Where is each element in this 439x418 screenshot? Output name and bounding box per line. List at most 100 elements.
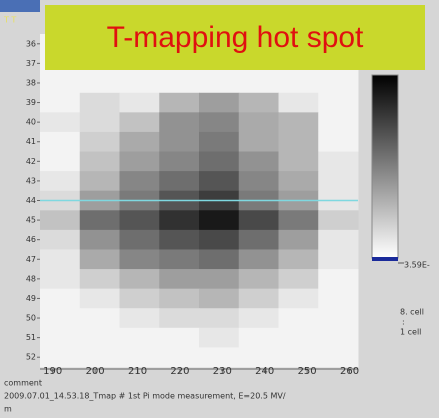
heat-cell — [80, 289, 120, 309]
colorbar-label: 1 cell — [400, 328, 421, 337]
heat-cell — [239, 93, 279, 113]
heat-cell — [279, 230, 319, 250]
heat-cell — [120, 308, 160, 328]
heat-cell — [318, 308, 358, 328]
y-tick-label: 39 — [26, 98, 36, 107]
heat-cell — [80, 152, 120, 172]
screenshot: T T 363738394041424344454647484950515219… — [0, 0, 439, 418]
heat-cell — [199, 93, 239, 113]
heat-cell — [199, 289, 239, 309]
comment-line: m — [4, 405, 12, 414]
heat-cell — [120, 132, 160, 152]
heat-cell — [279, 171, 319, 191]
heat-cell — [199, 269, 239, 289]
y-tick-label: 37 — [26, 59, 36, 68]
heat-cell — [40, 269, 80, 289]
heat-cell — [279, 73, 319, 93]
heat-cell — [318, 112, 358, 132]
heat-cell — [80, 210, 120, 230]
heat-cell — [120, 152, 160, 172]
heat-cell — [120, 112, 160, 132]
x-tick-label: 240 — [255, 366, 274, 377]
heat-cell — [159, 210, 199, 230]
y-tick-label: 43 — [26, 176, 36, 185]
heat-cell — [120, 328, 160, 348]
heat-cell — [159, 308, 199, 328]
x-tick-label: 230 — [213, 366, 232, 377]
heat-cell — [159, 152, 199, 172]
x-tick-label: 260 — [340, 366, 359, 377]
heat-cell — [318, 132, 358, 152]
heat-cell — [199, 249, 239, 269]
heat-cell — [199, 230, 239, 250]
heat-cell — [318, 328, 358, 348]
heat-cell — [80, 73, 120, 93]
heat-cell — [199, 328, 239, 348]
heat-cell — [80, 249, 120, 269]
heat-cell — [279, 132, 319, 152]
heat-cell — [120, 73, 160, 93]
heat-cell — [279, 328, 319, 348]
heat-cell — [279, 93, 319, 113]
comment-line: 2009.07.01_14.53.18_Tmap # 1st Pi mode m… — [4, 392, 286, 401]
x-tick-label: 250 — [298, 366, 317, 377]
heat-cell — [239, 112, 279, 132]
heat-cell — [120, 249, 160, 269]
y-tick-label: 44 — [26, 196, 36, 205]
heat-cell — [239, 308, 279, 328]
heat-cell — [80, 93, 120, 113]
heat-cell — [318, 210, 358, 230]
heat-cell — [40, 249, 80, 269]
corner-label: T T — [3, 16, 16, 25]
heat-cell — [80, 347, 120, 367]
heat-cell — [239, 289, 279, 309]
heat-cell — [239, 347, 279, 367]
heat-cell — [40, 347, 80, 367]
heat-cell — [40, 230, 80, 250]
heat-cell — [239, 73, 279, 93]
x-tick-label: 190 — [43, 366, 62, 377]
heat-cell — [318, 347, 358, 367]
heat-cell — [199, 112, 239, 132]
heat-cell — [239, 210, 279, 230]
heat-cell — [120, 289, 160, 309]
y-tick-label: 50 — [26, 314, 36, 323]
heat-cell — [159, 230, 199, 250]
heat-cell — [80, 269, 120, 289]
heat-cell — [40, 132, 80, 152]
heat-cell — [318, 249, 358, 269]
heat-cell — [239, 171, 279, 191]
y-tick-label: 45 — [26, 216, 36, 225]
colorbar-label: 3.59E- — [404, 261, 430, 270]
heat-cell — [40, 171, 80, 191]
colorbar-label: 8. cell — [400, 308, 424, 317]
heat-cell — [120, 171, 160, 191]
heat-cell — [199, 308, 239, 328]
y-tick-label: 36 — [26, 39, 36, 48]
heat-cell — [199, 210, 239, 230]
heat-cell — [239, 152, 279, 172]
heat-cell — [120, 347, 160, 367]
y-tick-label: 42 — [26, 157, 36, 166]
heat-cell — [80, 308, 120, 328]
heat-cell — [159, 328, 199, 348]
comment-heading: comment — [4, 379, 42, 388]
heat-cell — [318, 269, 358, 289]
heat-cell — [159, 73, 199, 93]
x-tick-label: 210 — [128, 366, 147, 377]
heat-cell — [120, 230, 160, 250]
heat-cell — [40, 112, 80, 132]
colorbar-label: : — [402, 318, 405, 327]
heat-cell — [159, 269, 199, 289]
heat-cell — [318, 230, 358, 250]
heat-cell — [80, 171, 120, 191]
heat-cell — [279, 347, 319, 367]
heat-cell — [159, 132, 199, 152]
heat-cell — [80, 112, 120, 132]
heat-cell — [120, 210, 160, 230]
heat-cell — [199, 347, 239, 367]
heat-cell — [40, 289, 80, 309]
y-tick-label: 47 — [26, 255, 36, 264]
heat-cell — [239, 132, 279, 152]
heat-cell — [318, 73, 358, 93]
